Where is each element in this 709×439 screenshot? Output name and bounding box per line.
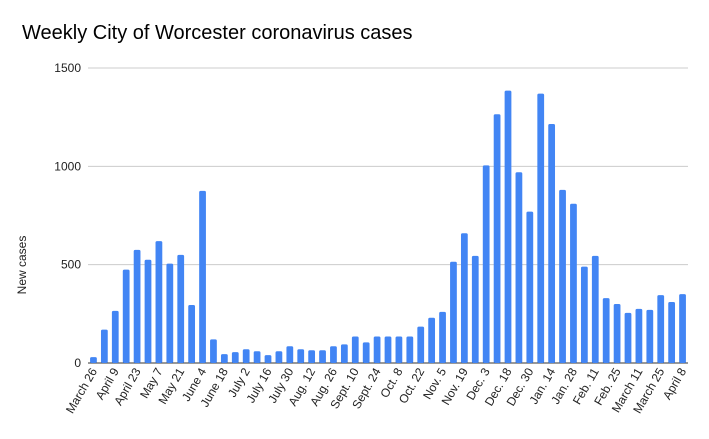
- bar: [297, 349, 305, 363]
- bar: [340, 344, 348, 363]
- bar: [242, 349, 250, 363]
- bar: [275, 351, 283, 363]
- bar: [668, 302, 676, 363]
- y-tick-label: 500: [61, 258, 81, 272]
- bar: [351, 336, 359, 363]
- x-tick-label: April 8: [660, 365, 689, 402]
- y-tick-label: 1500: [54, 61, 81, 75]
- bar: [657, 295, 665, 363]
- bar: [679, 294, 686, 363]
- bar: [635, 308, 643, 363]
- bar: [580, 266, 588, 363]
- y-axis-ticks: 0 500 1000 1500: [54, 61, 81, 370]
- bar: [319, 350, 326, 363]
- bar: [548, 124, 556, 363]
- bar: [231, 352, 239, 363]
- bar: [253, 351, 261, 363]
- bar: [144, 259, 152, 363]
- bar: [624, 312, 632, 363]
- bar: [395, 336, 403, 363]
- chart-title: Weekly City of Worcester coronavirus cas…: [22, 22, 413, 44]
- bar: [406, 336, 414, 363]
- bar: [308, 350, 316, 363]
- bar: [515, 172, 523, 363]
- bar: [570, 203, 577, 363]
- bar: [417, 326, 425, 363]
- bar: [264, 355, 272, 363]
- bar: [482, 165, 490, 363]
- bar: [384, 336, 392, 363]
- bar: [602, 298, 610, 363]
- bars: [90, 90, 686, 364]
- bar: [460, 233, 468, 363]
- bar: [537, 93, 545, 364]
- bar: [210, 339, 217, 363]
- y-tick-label: 1000: [54, 159, 81, 173]
- bar: [166, 263, 174, 363]
- bar: [493, 114, 501, 363]
- bar: [122, 269, 130, 363]
- bar: [591, 255, 599, 363]
- bar: [471, 255, 479, 363]
- bar: [362, 342, 370, 363]
- bar: [220, 354, 228, 363]
- bar: [177, 254, 185, 363]
- bar: [646, 309, 654, 363]
- bar: [188, 304, 196, 363]
- bar: [613, 304, 621, 363]
- bar: [199, 190, 206, 363]
- bar: [100, 329, 108, 363]
- bar: [526, 211, 534, 363]
- bar: [133, 249, 141, 363]
- bar: [373, 336, 381, 363]
- bar: [439, 311, 446, 363]
- bar: [428, 317, 436, 363]
- bar: [559, 189, 566, 363]
- bar: [90, 357, 97, 363]
- bar: [155, 241, 163, 363]
- bar: [330, 346, 337, 363]
- bar: [504, 90, 512, 363]
- bar: [286, 346, 294, 363]
- bar: [450, 261, 457, 363]
- bar: [111, 310, 119, 363]
- y-tick-label: 0: [74, 356, 81, 370]
